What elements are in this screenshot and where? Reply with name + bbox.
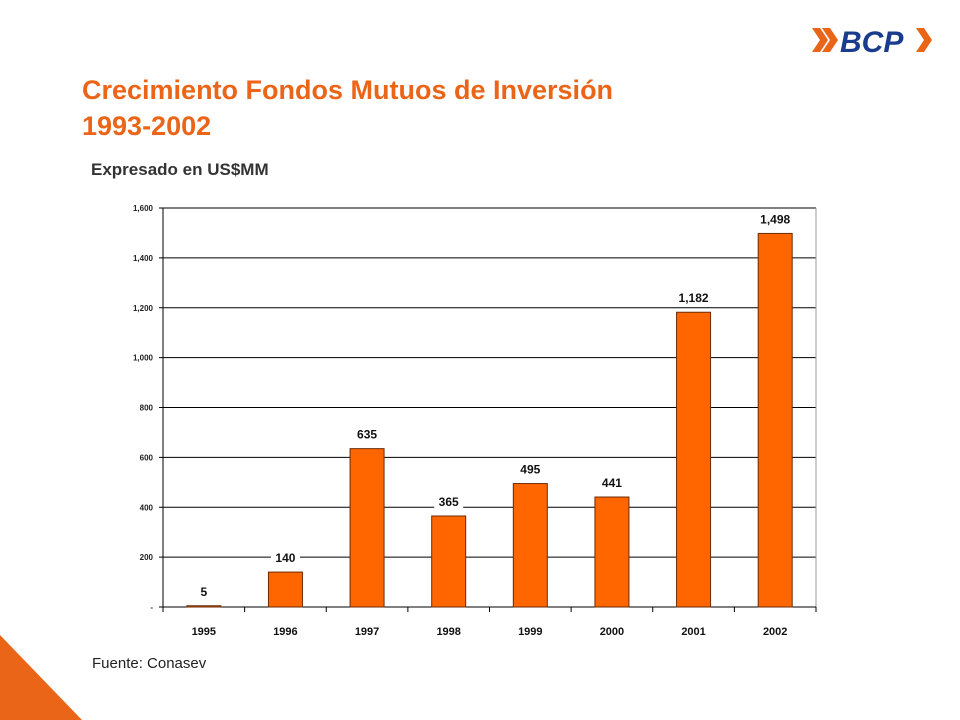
page-title: Crecimiento Fondos Mutuos de Inversión 1…: [82, 72, 613, 144]
data-label-bg: [515, 462, 545, 478]
bar-1997: [349, 448, 385, 608]
bar-1995: [186, 605, 222, 608]
data-label-1999: 495: [520, 463, 540, 477]
x-tick-label-1995: 1995: [192, 626, 216, 638]
x-tick-label-1998: 1998: [436, 626, 460, 638]
x-tick-label-1996: 1996: [273, 626, 297, 638]
source-note: Fuente: Conasev: [92, 655, 207, 672]
data-label-1997: 635: [357, 428, 377, 442]
logo-text: BCP: [840, 26, 904, 59]
y-tick-label: 1,400: [133, 254, 154, 263]
data-label-bg: [196, 584, 212, 600]
bar-1999: [512, 483, 548, 608]
y-tick-label: 600: [140, 453, 154, 462]
x-tick-label-2000: 2000: [600, 626, 624, 638]
data-label-bg: [597, 476, 627, 492]
bcp-logo: BCP: [812, 26, 932, 59]
bar-1996: [267, 571, 303, 608]
bar-1998: [431, 515, 467, 608]
data-label-1998: 365: [439, 495, 459, 509]
title-line-1: Crecimiento Fondos Mutuos de Inversión: [82, 75, 614, 105]
x-tick-label-2002: 2002: [763, 626, 787, 638]
y-tick-label: 400: [140, 503, 154, 512]
bar-2001: [676, 311, 712, 608]
data-label-bg: [753, 212, 797, 228]
data-label-bg: [352, 427, 382, 443]
bar-2002: [757, 232, 793, 608]
data-label-bg: [270, 551, 300, 567]
chart-subtitle: Expresado en US$MM: [91, 160, 269, 179]
x-tick-label-2001: 2001: [681, 626, 705, 638]
y-tick-label: 1,000: [133, 354, 154, 363]
y-tick-label: -: [150, 603, 153, 612]
title-line-2: 1993-2002: [82, 111, 212, 141]
data-label-1995: 5: [200, 585, 207, 599]
data-label-1996: 140: [275, 551, 295, 565]
y-tick-label: 200: [140, 553, 154, 562]
x-tick-label-1999: 1999: [518, 626, 542, 638]
y-tick-label: 800: [140, 404, 154, 413]
data-label-2001: 1,182: [679, 291, 709, 305]
bar-2000: [594, 496, 630, 608]
y-tick-label: 1,600: [133, 204, 154, 213]
data-label-2002: 1,498: [760, 212, 790, 226]
data-label-bg: [672, 291, 716, 307]
x-tick-label-1997: 1997: [355, 626, 379, 638]
data-label-2000: 441: [602, 476, 622, 490]
data-label-bg: [434, 494, 464, 510]
y-tick-label: 1,200: [133, 304, 154, 313]
